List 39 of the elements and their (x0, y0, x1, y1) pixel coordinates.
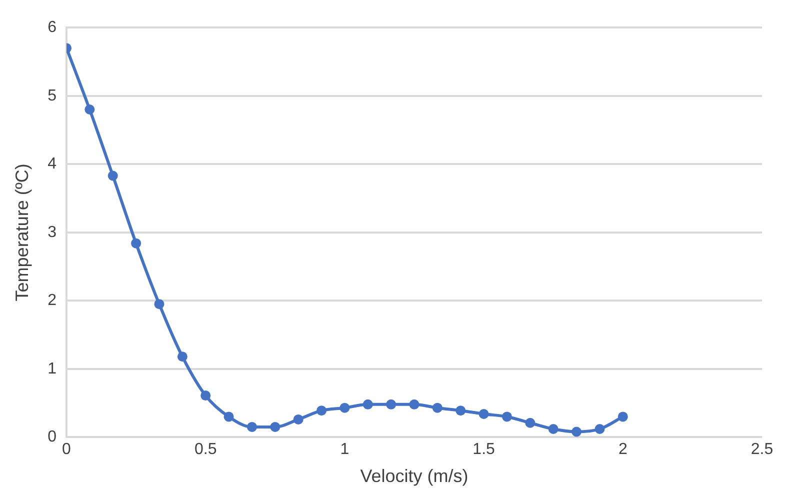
y-tick-label: 5 (48, 87, 57, 104)
x-axis-title: Velocity (m/s) (360, 466, 468, 486)
point (316, 406, 327, 416)
x-tick-label: 1.5 (472, 441, 496, 458)
point (200, 390, 211, 401)
y-tick-label: 3 (48, 224, 57, 241)
point (177, 352, 188, 362)
point (154, 299, 164, 310)
point (409, 399, 420, 410)
y-tick-label: 6 (48, 19, 57, 36)
point (340, 402, 350, 413)
x-tick-label: 2 (618, 441, 628, 458)
point (84, 104, 95, 115)
point (456, 406, 466, 416)
x-tick-label: 0 (62, 441, 72, 458)
y-axis-title: Temperature (ºC) (12, 164, 32, 302)
y-tick-label: 0 (48, 428, 57, 446)
point (502, 412, 512, 422)
y-tick-label: 2 (48, 292, 57, 310)
point (386, 399, 396, 410)
point (293, 414, 304, 424)
point (108, 170, 118, 181)
point (478, 408, 489, 419)
point (246, 422, 257, 432)
point (224, 412, 234, 422)
x-tick-label: 1 (340, 441, 350, 458)
point (618, 412, 628, 422)
point (548, 424, 558, 434)
point (362, 399, 373, 410)
point (572, 426, 582, 437)
y-tick-label: 1 (48, 360, 57, 378)
y-tick-label: 4 (48, 156, 57, 173)
point (525, 418, 536, 428)
point (594, 424, 605, 434)
x-tick-label: 2.5 (750, 441, 774, 458)
point (432, 402, 442, 413)
x-tick-label: 0.5 (194, 441, 217, 458)
point (131, 238, 142, 248)
point (270, 422, 280, 432)
